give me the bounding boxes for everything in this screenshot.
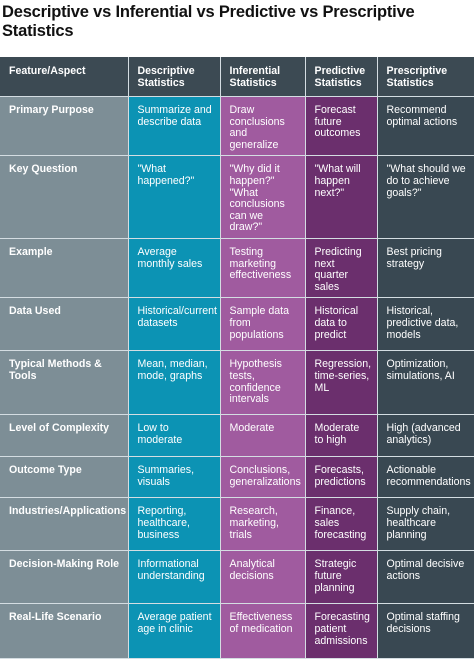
- descriptive-cell: "What happened?": [128, 155, 221, 239]
- infographic-page: Descriptive vs Inferential vs Predictive…: [0, 3, 474, 659]
- table-row: Example Average monthly sales Testing ma…: [0, 238, 474, 299]
- descriptive-cell: Historical/current datasets: [128, 297, 221, 352]
- inferential-cell: Research, marketing, trials: [220, 497, 306, 552]
- descriptive-cell: Summaries, visuals: [128, 456, 221, 499]
- inferential-cell: Sample data from populations: [220, 297, 306, 352]
- descriptive-cell: Average monthly sales: [128, 238, 221, 299]
- inferential-cell: Effectiveness of medication: [220, 603, 306, 659]
- header-feature-aspect: Feature/Aspect: [0, 57, 129, 97]
- descriptive-cell: Reporting, healthcare, business: [128, 497, 221, 552]
- inferential-cell: Testing marketing effectiveness: [220, 238, 306, 299]
- inferential-cell: "Why did it happen?" "What conclusions c…: [220, 155, 306, 239]
- predictive-cell: Predicting next quarter sales: [305, 238, 378, 299]
- row-feature-cell: Industries/Applications: [0, 497, 129, 552]
- predictive-cell: Forecasts, predictions: [305, 456, 378, 499]
- row-feature-cell: Real-Life Scenario: [0, 603, 129, 659]
- inferential-cell: Hypothesis tests, confidence intervals: [220, 350, 306, 416]
- inferential-cell: Moderate: [220, 414, 306, 458]
- descriptive-cell: Low to moderate: [128, 414, 221, 458]
- table-row: Data Used Historical/current datasets Sa…: [0, 297, 474, 352]
- descriptive-cell: Summarize and describe data: [128, 96, 221, 157]
- descriptive-cell: Mean, median, mode, graphs: [128, 350, 221, 416]
- prescriptive-cell: Actionable recommendations: [377, 456, 474, 499]
- row-feature-cell: Key Question: [0, 155, 129, 239]
- predictive-cell: Finance, sales forecasting: [305, 497, 378, 552]
- header-prescriptive: Prescriptive Statistics: [377, 57, 474, 97]
- table-row: Typical Methods & Tools Mean, median, mo…: [0, 350, 474, 416]
- table-header-row: Feature/Aspect Descriptive Statistics In…: [0, 57, 474, 97]
- inferential-cell: Conclusions, generalizations: [220, 456, 306, 499]
- row-feature-cell: Primary Purpose: [0, 96, 129, 157]
- predictive-cell: "What will happen next?": [305, 155, 378, 239]
- table-row: Real-Life Scenario Average patient age i…: [0, 603, 474, 659]
- prescriptive-cell: Historical, predictive data, models: [377, 297, 474, 352]
- predictive-cell: Regression, time-series, ML: [305, 350, 378, 416]
- inferential-cell: Analytical decisions: [220, 550, 306, 605]
- table-row: Industries/Applications Reporting, healt…: [0, 497, 474, 552]
- prescriptive-cell: Supply chain, healthcare planning: [377, 497, 474, 552]
- row-feature-cell: Example: [0, 238, 129, 299]
- table-row: Primary Purpose Summarize and describe d…: [0, 96, 474, 157]
- predictive-cell: Forecast future outcomes: [305, 96, 378, 157]
- prescriptive-cell: Best pricing strategy: [377, 238, 474, 299]
- row-feature-cell: Outcome Type: [0, 456, 129, 499]
- prescriptive-cell: Optimal decisive actions: [377, 550, 474, 605]
- row-feature-cell: Data Used: [0, 297, 129, 352]
- header-descriptive: Descriptive Statistics: [128, 57, 221, 97]
- predictive-cell: Moderate to high: [305, 414, 378, 458]
- table-row: Key Question "What happened?" "Why did i…: [0, 155, 474, 239]
- prescriptive-cell: "What should we do to achieve goals?": [377, 155, 474, 239]
- predictive-cell: Strategic future planning: [305, 550, 378, 605]
- inferential-cell: Draw conclusions and generalize: [220, 96, 306, 157]
- row-feature-cell: Decision-Making Role: [0, 550, 129, 605]
- table-row: Level of Complexity Low to moderate Mode…: [0, 414, 474, 458]
- comparison-table: Feature/Aspect Descriptive Statistics In…: [0, 57, 474, 659]
- prescriptive-cell: Optimization, simulations, AI: [377, 350, 474, 416]
- predictive-cell: Historical data to predict: [305, 297, 378, 352]
- row-feature-cell: Typical Methods & Tools: [0, 350, 129, 416]
- descriptive-cell: Informational understanding: [128, 550, 221, 605]
- prescriptive-cell: Optimal staffing decisions: [377, 603, 474, 659]
- header-predictive: Predictive Statistics: [305, 57, 378, 97]
- table-row: Outcome Type Summaries, visuals Conclusi…: [0, 456, 474, 499]
- header-inferential: Inferential Statistics: [220, 57, 306, 97]
- predictive-cell: Forecasting patient admissions: [305, 603, 378, 659]
- page-title: Descriptive vs Inferential vs Predictive…: [2, 3, 415, 40]
- prescriptive-cell: High (advanced analytics): [377, 414, 474, 458]
- prescriptive-cell: Recommend optimal actions: [377, 96, 474, 157]
- descriptive-cell: Average patient age in clinic: [128, 603, 221, 659]
- table-row: Decision-Making Role Informational under…: [0, 550, 474, 605]
- row-feature-cell: Level of Complexity: [0, 414, 129, 458]
